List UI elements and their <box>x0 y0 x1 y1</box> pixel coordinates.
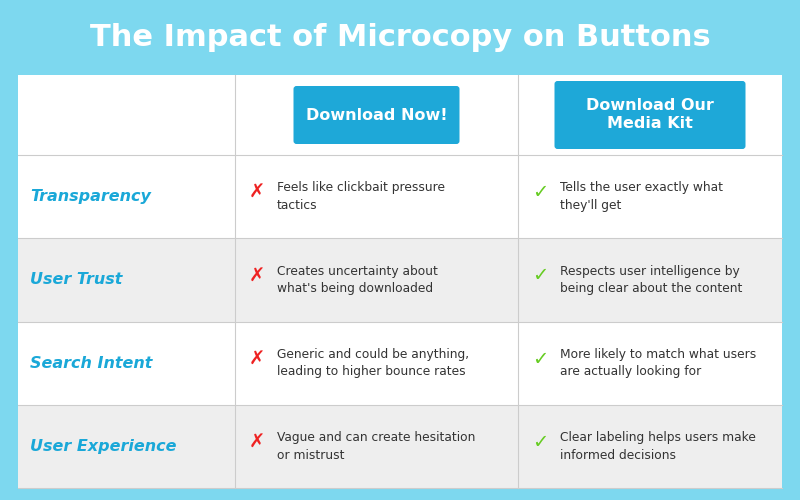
Text: Creates uncertainty about
what's being downloaded: Creates uncertainty about what's being d… <box>277 264 438 295</box>
Text: Download Now!: Download Now! <box>306 108 447 122</box>
FancyBboxPatch shape <box>18 155 782 238</box>
Text: Download Our
Media Kit: Download Our Media Kit <box>586 98 714 132</box>
Text: Tells the user exactly what
they'll get: Tells the user exactly what they'll get <box>560 182 723 212</box>
Text: ✗: ✗ <box>249 266 265 285</box>
Text: Clear labeling helps users make
informed decisions: Clear labeling helps users make informed… <box>560 431 756 462</box>
Text: Generic and could be anything,
leading to higher bounce rates: Generic and could be anything, leading t… <box>277 348 469 378</box>
FancyBboxPatch shape <box>18 75 782 488</box>
Text: User Trust: User Trust <box>30 272 122 287</box>
Text: ✓: ✓ <box>532 350 548 368</box>
Text: ✗: ✗ <box>249 183 265 202</box>
Text: ✗: ✗ <box>249 350 265 368</box>
FancyBboxPatch shape <box>554 81 746 149</box>
Text: Search Intent: Search Intent <box>30 356 152 370</box>
Text: The Impact of Microcopy on Buttons: The Impact of Microcopy on Buttons <box>90 23 710 52</box>
FancyBboxPatch shape <box>294 86 459 144</box>
Text: More likely to match what users
are actually looking for: More likely to match what users are actu… <box>560 348 756 378</box>
Text: ✗: ✗ <box>249 433 265 452</box>
Text: Vague and can create hesitation
or mistrust: Vague and can create hesitation or mistr… <box>277 431 475 462</box>
Text: User Experience: User Experience <box>30 439 177 454</box>
Text: Feels like clickbait pressure
tactics: Feels like clickbait pressure tactics <box>277 182 445 212</box>
FancyBboxPatch shape <box>18 322 782 405</box>
Text: Transparency: Transparency <box>30 189 151 204</box>
FancyBboxPatch shape <box>18 238 782 322</box>
Text: ✓: ✓ <box>532 266 548 285</box>
Text: ✓: ✓ <box>532 183 548 202</box>
Text: Respects user intelligence by
being clear about the content: Respects user intelligence by being clea… <box>560 264 742 295</box>
Text: ✓: ✓ <box>532 433 548 452</box>
FancyBboxPatch shape <box>18 405 782 488</box>
